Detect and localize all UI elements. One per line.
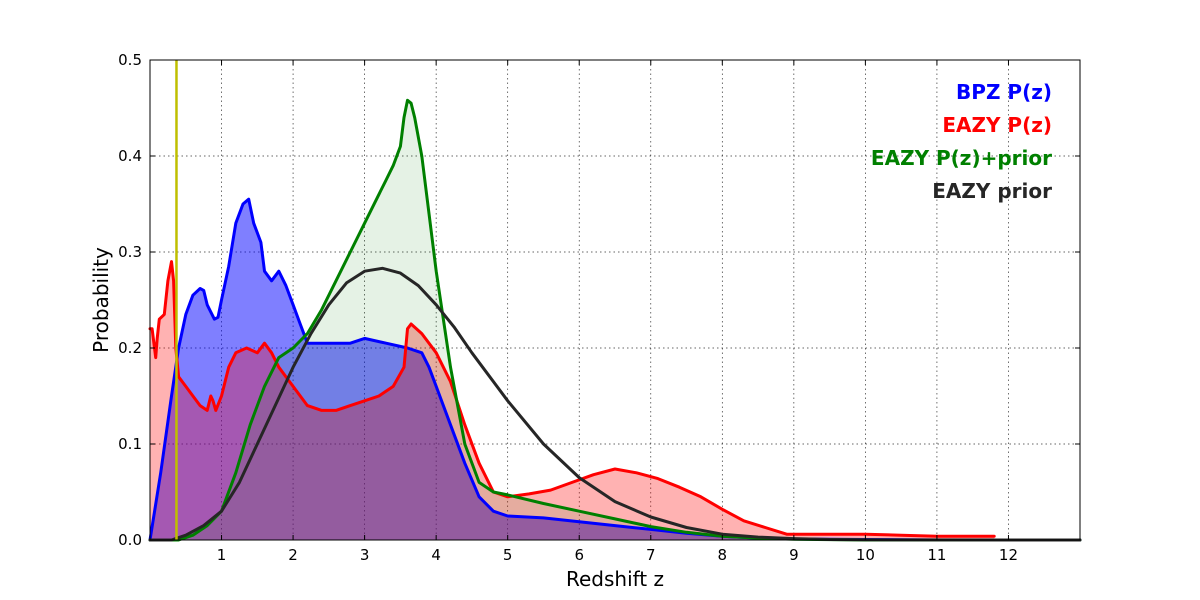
eazy-p-z-fill	[150, 261, 995, 540]
plot-frame	[149, 59, 1081, 541]
x-tick-label: 7	[646, 546, 656, 564]
x-tick-label: 11	[927, 546, 946, 564]
x-tick-label: 8	[718, 546, 728, 564]
x-tick-label: 1	[217, 546, 227, 564]
legend-entry-eazy-p-z: EAZY P(z)	[942, 113, 1052, 137]
x-tick-label: 12	[999, 546, 1018, 564]
bpz-p-z-line	[148, 197, 1082, 542]
y-axis-title: Probability	[89, 247, 113, 353]
x-tick-label: 3	[360, 546, 370, 564]
eazy-p-z-prior-line	[148, 98, 1082, 542]
axis-ticks: 1 2 3 4 5 6 7 8 9 10 11 120.00.10.20.30.40.5	[118, 51, 1080, 564]
x-tick-label: 10	[856, 546, 875, 564]
series-lines	[148, 98, 1082, 542]
y-tick-label: 0.2	[118, 339, 142, 357]
x-tick-label: 6	[574, 546, 584, 564]
legend-entry-bpz-p-z: BPZ P(z)	[956, 80, 1052, 104]
y-tick-label: 0.4	[118, 147, 142, 165]
y-tick-label: 0.0	[118, 531, 142, 549]
bpz-p-z-fill	[150, 199, 1080, 540]
eazy-p-z-prior-fill	[150, 100, 1080, 541]
x-axis-title: Redshift z	[566, 567, 664, 591]
legend-entry-eazy-p-z-prior: EAZY P(z)+prior	[871, 146, 1052, 170]
x-tick-label: 5	[503, 546, 513, 564]
eazy-prior-line	[148, 266, 1082, 542]
series-fills	[150, 100, 1080, 541]
y-tick-label: 0.5	[118, 51, 142, 69]
x-tick-label: 4	[431, 546, 441, 564]
legend: BPZ P(z) EAZY P(z) EAZY P(z)+prior EAZY pri…	[871, 80, 1052, 203]
legend-entry-eazy-prior: EAZY prior	[932, 179, 1052, 203]
eazy-p-z-line	[148, 260, 996, 538]
y-tick-label: 0.1	[118, 435, 142, 453]
x-tick-label: 2	[288, 546, 298, 564]
x-tick-label: 9	[789, 546, 799, 564]
y-tick-label: 0.3	[118, 243, 142, 261]
